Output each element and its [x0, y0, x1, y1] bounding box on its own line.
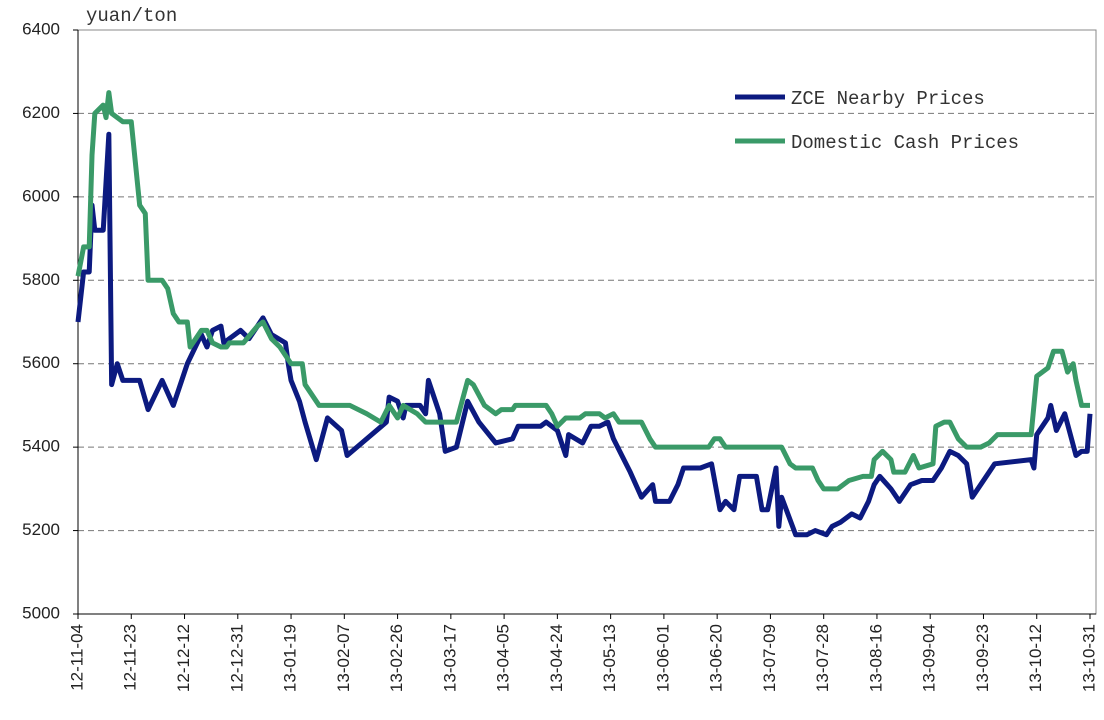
plot-frame [77, 29, 1097, 615]
y-tick-label: 5600 [22, 353, 60, 372]
x-tick-label: 13-09-04 [920, 624, 939, 692]
x-tick-label: 13-06-20 [707, 624, 726, 692]
x-tick-label: 12-11-23 [121, 624, 140, 691]
y-tick-label: 6200 [22, 103, 60, 122]
y-tick-label: 5200 [22, 520, 60, 539]
x-tick-label: 13-05-13 [600, 624, 619, 692]
x-tick-label: 13-06-01 [653, 624, 672, 692]
series-line [75, 131, 1093, 538]
y-tick-label: 6400 [22, 19, 60, 38]
y-tick-label: 5800 [22, 270, 60, 289]
y-tick-label: 5400 [22, 437, 60, 456]
x-tick-label: 13-01-19 [281, 624, 300, 692]
y-axis-label: yuan/ton [86, 5, 177, 27]
y-tick-label: 6000 [22, 186, 60, 205]
x-tick-label: 13-09-23 [973, 624, 992, 692]
x-tick-label: 13-02-26 [387, 624, 406, 692]
x-tick-label: 13-10-31 [1079, 624, 1098, 692]
x-tick-label: 12-12-31 [227, 624, 246, 692]
x-tick-label: 13-07-28 [813, 624, 832, 692]
y-tick-label: 5000 [22, 603, 60, 622]
x-tick-label: 13-10-12 [1026, 624, 1045, 692]
x-tick-label: 13-02-07 [334, 624, 353, 692]
x-tick-label: 13-04-24 [547, 624, 566, 692]
legend-label: ZCE Nearby Prices [791, 88, 985, 110]
series-line [75, 90, 1090, 492]
legend-label: Domestic Cash Prices [791, 132, 1019, 154]
x-tick-label: 12-12-12 [174, 624, 193, 692]
x-tick-label: 13-08-16 [866, 624, 885, 692]
x-tick-label: 13-04-05 [494, 624, 513, 692]
x-tick-label: 13-03-17 [440, 624, 459, 692]
x-tick-label: 13-07-09 [760, 624, 779, 692]
x-tick-label: 12-11-04 [67, 624, 86, 691]
